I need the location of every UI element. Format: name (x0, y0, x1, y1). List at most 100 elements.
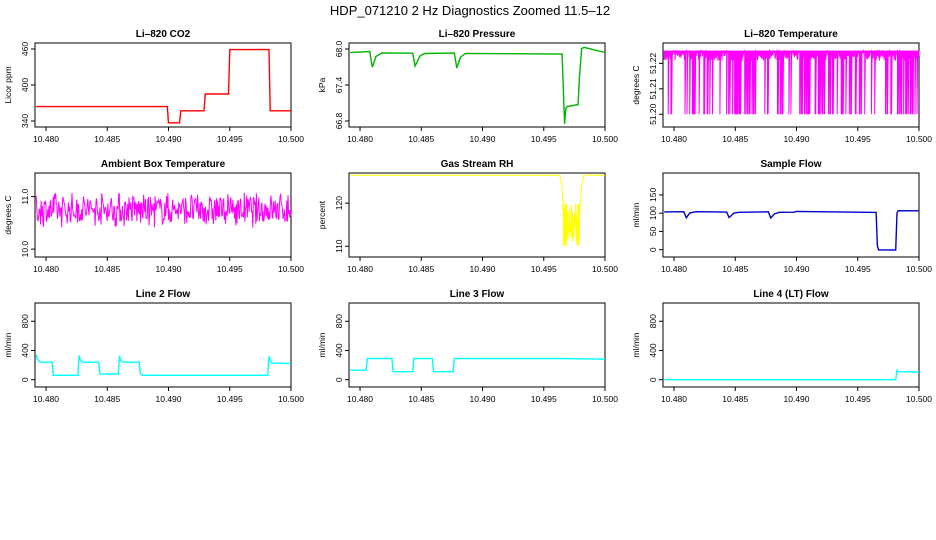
x-tick-label: 10.490 (156, 264, 182, 274)
chart-title: Line 3 Flow (450, 289, 505, 300)
panel-7: Line 2 Flow 10.480 10.485 10.490 10.495 10.50… (3, 289, 304, 404)
x-tick-label: 10.490 (470, 394, 496, 404)
x-tick-label: 10.485 (408, 394, 434, 404)
series-line (350, 357, 606, 373)
series-line (664, 368, 920, 381)
y-tick-label: 67.4 (334, 76, 344, 93)
x-tick-label: 10.495 (845, 394, 871, 404)
x-tick-label: 10.485 (722, 264, 748, 274)
x-tick-label: 10.500 (278, 264, 304, 274)
y-axis-label: percent (317, 200, 327, 229)
y-axis-label: ml/min (3, 332, 13, 357)
y-tick-label: 0 (648, 377, 658, 382)
y-tick-label: 400 (334, 343, 344, 357)
x-tick-label: 10.495 (217, 394, 243, 404)
y-tick-label: 11.0 (20, 188, 30, 204)
y-axis-label: degrees C (3, 195, 13, 234)
y-tick-label: 50 (648, 226, 658, 236)
x-tick-label: 10.500 (906, 264, 932, 274)
x-tick-label: 10.495 (845, 264, 871, 274)
x-tick-label: 10.480 (661, 394, 687, 404)
x-tick-label: 10.490 (784, 264, 810, 274)
panel-1: Li–820 CO2 10.480 10.485 10.490 10.495 10.500… (3, 29, 304, 144)
plot-frame (34, 42, 292, 128)
y-axis-label: ml/min (631, 332, 641, 357)
x-tick-label: 10.490 (470, 264, 496, 274)
y-tick-label: 68.0 (334, 40, 344, 57)
y-tick-label: 51.20 (648, 103, 658, 125)
x-tick-label: 10.485 (722, 394, 748, 404)
x-tick-label: 10.500 (592, 394, 618, 404)
y-tick-label: 800 (20, 314, 30, 328)
x-tick-label: 10.495 (531, 134, 557, 144)
x-tick-label: 10.500 (592, 134, 618, 144)
x-tick-label: 10.495 (217, 134, 243, 144)
y-tick-label: 0 (334, 377, 344, 382)
chart-title: Gas Stream RH (441, 159, 514, 170)
series-line (36, 48, 291, 124)
panel-9: Line 4 (LT) Flow 10.480 10.485 10.490 10.495… (631, 289, 932, 404)
y-tick-label: 150 (648, 188, 658, 202)
plot-frame (348, 42, 606, 128)
y-tick-label: 66.8 (334, 112, 344, 129)
chart-title: Line 2 Flow (136, 289, 191, 300)
panel-8: Line 3 Flow 10.480 10.485 10.490 10.495 10.50… (317, 289, 618, 404)
plot-frame (348, 172, 606, 258)
x-tick-label: 10.485 (94, 394, 120, 404)
x-tick-label: 10.500 (592, 264, 618, 274)
x-tick-label: 10.480 (33, 134, 59, 144)
y-tick-label: 110 (334, 239, 344, 253)
plot-frame (34, 302, 292, 388)
x-tick-label: 10.495 (531, 264, 557, 274)
y-tick-label: 51.22 (648, 52, 658, 74)
x-tick-label: 10.480 (347, 394, 373, 404)
x-tick-label: 10.480 (347, 264, 373, 274)
y-tick-label: 120 (334, 196, 344, 210)
y-tick-label: 400 (648, 343, 658, 357)
y-axis-label: degrees C (631, 65, 641, 104)
plot-frame (662, 302, 920, 388)
series-line (350, 46, 606, 124)
series-line (663, 48, 920, 115)
x-tick-label: 10.485 (722, 134, 748, 144)
y-tick-label: 0 (20, 377, 30, 382)
x-tick-label: 10.500 (906, 134, 932, 144)
panel-4: Ambient Box Temperature 10.480 10.485 10.49… (3, 159, 304, 274)
y-tick-label: 800 (334, 314, 344, 328)
y-axis-label: kPa (317, 77, 327, 92)
x-tick-label: 10.485 (94, 264, 120, 274)
y-tick-label: 0 (648, 247, 658, 252)
y-tick-label: 800 (648, 314, 658, 328)
chart-title: Ambient Box Temperature (101, 159, 226, 170)
y-tick-label: 460 (20, 42, 30, 56)
x-tick-label: 10.495 (217, 264, 243, 274)
y-tick-label: 51.21 (648, 78, 658, 100)
x-tick-label: 10.480 (33, 394, 59, 404)
y-tick-label: 10.0 (20, 241, 30, 258)
plot-frame (348, 302, 606, 388)
x-tick-label: 10.490 (156, 394, 182, 404)
y-tick-label: 400 (20, 78, 30, 92)
panel-3: Li–820 Temperature 10.480 10.485 10.490 10.4… (631, 29, 932, 144)
chart-title: Li–820 Temperature (744, 29, 838, 40)
x-tick-label: 10.485 (408, 264, 434, 274)
chart-title: Line 4 (LT) Flow (753, 289, 829, 300)
x-tick-label: 10.480 (661, 264, 687, 274)
y-axis-label: ml/min (631, 202, 641, 227)
x-tick-label: 10.495 (845, 134, 871, 144)
x-tick-label: 10.495 (531, 394, 557, 404)
chart-title: Li–820 CO2 (136, 29, 191, 40)
x-tick-label: 10.490 (156, 134, 182, 144)
x-tick-label: 10.490 (784, 394, 810, 404)
panel-6: Sample Flow 10.480 10.485 10.490 10.495 10.50… (631, 159, 932, 274)
chart-title: Sample Flow (760, 159, 821, 170)
x-tick-label: 10.480 (33, 264, 59, 274)
y-tick-label: 100 (648, 206, 658, 220)
y-axis-label: ml/min (317, 332, 327, 357)
y-tick-label: 340 (20, 114, 30, 128)
x-tick-label: 10.500 (278, 134, 304, 144)
panel-2: Li–820 Pressure 10.480 10.485 10.490 10.495 1… (317, 29, 618, 144)
panel-5: Gas Stream RH 10.480 10.485 10.490 10.495 10.… (317, 159, 618, 274)
y-tick-label: 400 (20, 343, 30, 357)
